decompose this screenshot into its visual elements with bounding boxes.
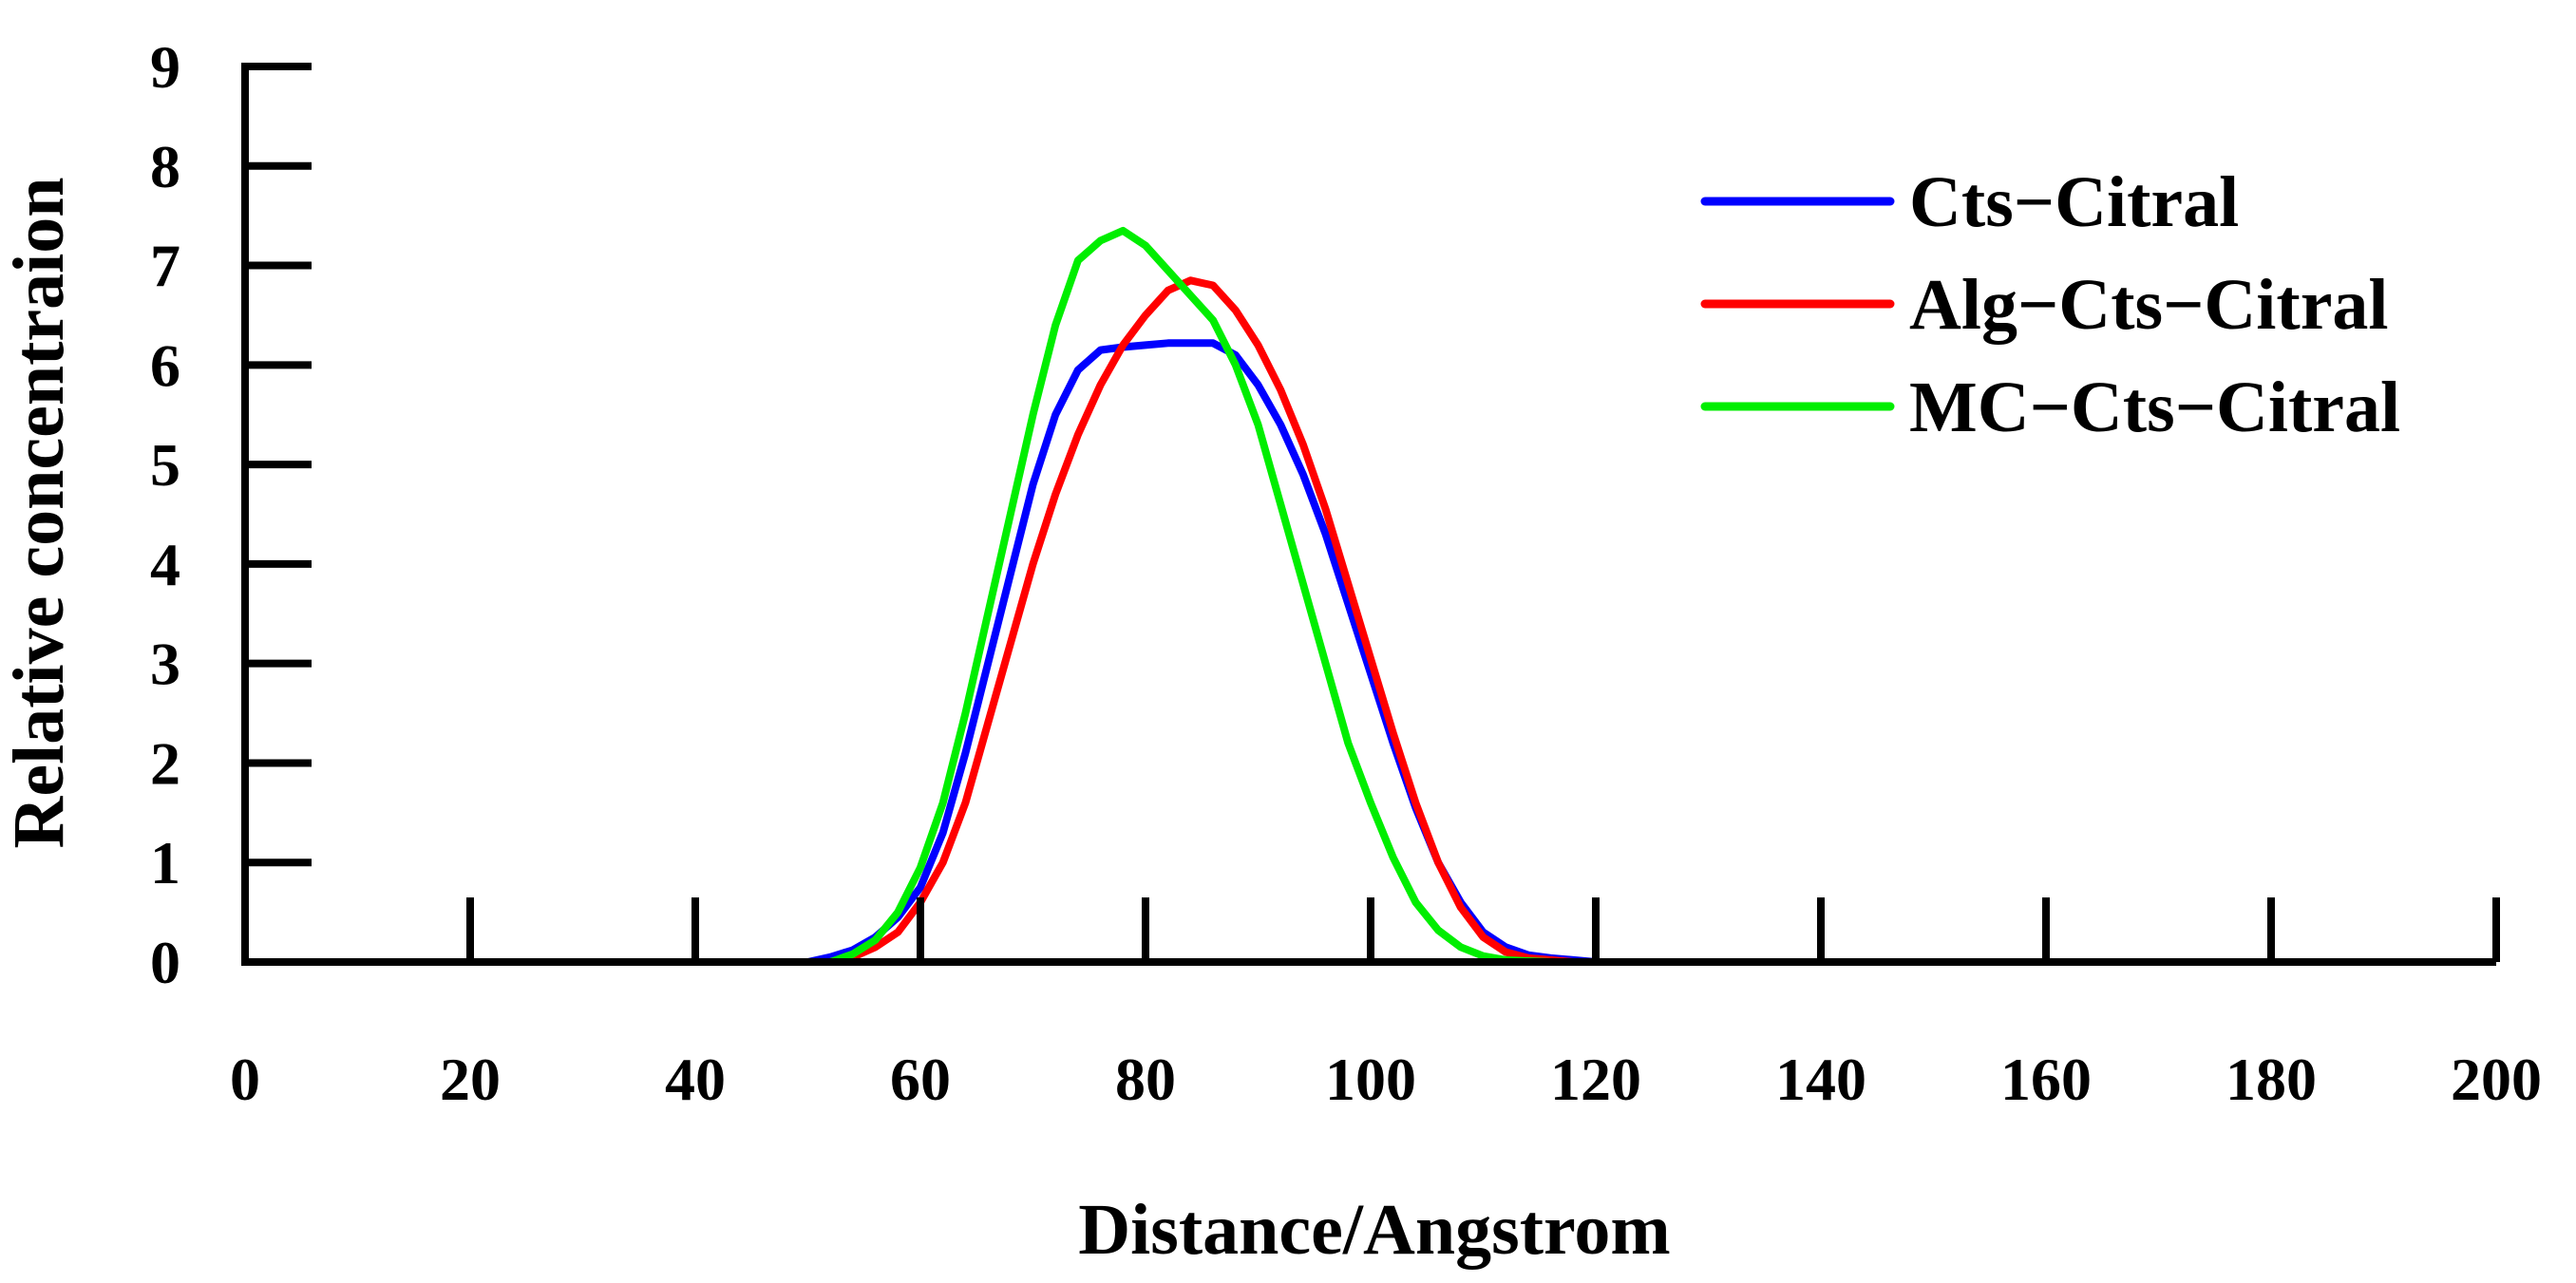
y-ticks: 0 1 2 3 4 5 6 7 8 9 xyxy=(150,33,312,996)
y-tick-label: 8 xyxy=(150,133,180,200)
x-tick-label: 120 xyxy=(1550,1046,1641,1113)
y-tick-label: 6 xyxy=(150,331,180,399)
series-line-1 xyxy=(804,339,1600,966)
legend: Cts−Citral Alg−Cts−Citral MC−Cts−Citral xyxy=(1700,162,2400,447)
series-line-3 xyxy=(826,226,1555,966)
x-tick-label: 180 xyxy=(2226,1046,2317,1113)
x-ticks: 0 20 40 60 80 100 120 140 160 180 200 xyxy=(230,897,2542,1113)
y-axis-title: Relative concentraion xyxy=(0,177,79,848)
y-tick-label: 5 xyxy=(150,431,180,499)
series-lines xyxy=(804,226,1600,966)
x-tick-label: 80 xyxy=(1115,1046,1176,1113)
x-tick-label: 60 xyxy=(890,1046,951,1113)
x-tick-label: 40 xyxy=(665,1046,726,1113)
y-tick-label: 0 xyxy=(150,929,180,996)
y-tick-label: 2 xyxy=(150,729,180,797)
y-tick-label: 1 xyxy=(150,829,180,896)
y-tick-label: 7 xyxy=(150,233,180,300)
legend-label-1: Cts−Citral xyxy=(1909,162,2239,242)
legend-label-3: MC−Cts−Citral xyxy=(1909,368,2400,447)
y-tick-label: 4 xyxy=(150,531,180,598)
x-tick-label: 20 xyxy=(440,1046,501,1113)
x-tick-label: 200 xyxy=(2451,1046,2542,1113)
series-line-2 xyxy=(826,276,1578,966)
x-tick-label: 140 xyxy=(1775,1046,1866,1113)
x-tick-label: 0 xyxy=(230,1046,260,1113)
legend-label-2: Alg−Cts−Citral xyxy=(1909,265,2389,345)
x-tick-label: 100 xyxy=(1325,1046,1416,1113)
y-tick-label: 3 xyxy=(150,631,180,698)
y-tick-label: 9 xyxy=(150,33,180,101)
x-axis-title: Distance/Angstrom xyxy=(1078,1190,1670,1270)
x-tick-label: 160 xyxy=(2000,1046,2092,1113)
